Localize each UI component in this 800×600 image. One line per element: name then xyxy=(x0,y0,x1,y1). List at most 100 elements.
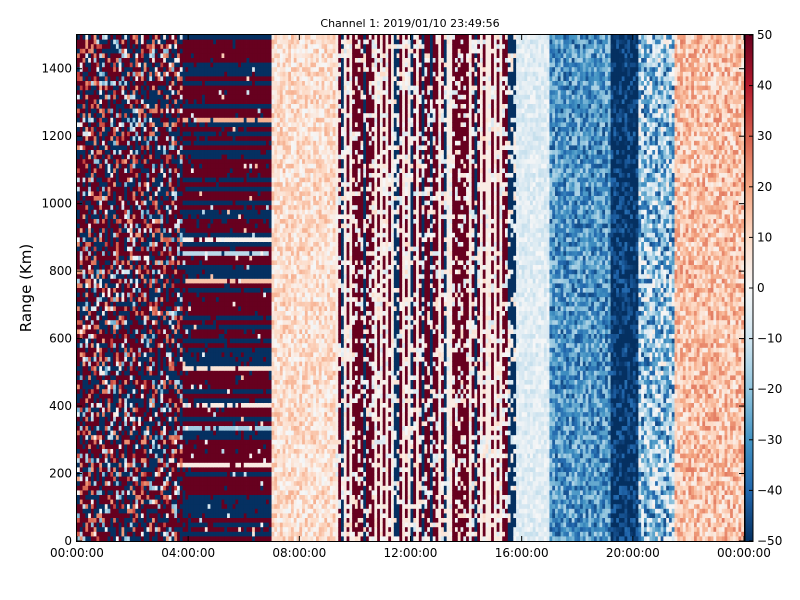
heatmap-cell xyxy=(105,380,108,385)
heatmap-cell xyxy=(138,196,141,201)
heatmap-cell xyxy=(183,274,186,279)
heatmap-cell xyxy=(152,417,155,422)
heatmap-cell xyxy=(185,168,188,173)
heatmap-cell xyxy=(155,127,158,132)
heatmap-cell xyxy=(121,95,124,100)
heatmap-cell xyxy=(158,233,161,238)
heatmap-cell xyxy=(138,159,141,164)
heatmap-cell xyxy=(163,95,166,100)
heatmap-cell xyxy=(108,127,111,132)
heatmap-cell xyxy=(155,320,158,325)
heatmap-cell xyxy=(77,242,80,247)
heatmap-cell xyxy=(121,302,124,307)
heatmap-cell xyxy=(188,63,191,68)
heatmap-cell xyxy=(188,389,191,394)
heatmap-cell xyxy=(188,81,191,86)
heatmap-cell xyxy=(124,256,127,261)
heatmap-cell xyxy=(141,306,144,311)
heatmap-cell xyxy=(83,380,86,385)
heatmap-cell xyxy=(124,145,127,150)
heatmap-cell xyxy=(108,224,111,229)
heatmap-cell xyxy=(174,164,177,169)
heatmap-cell xyxy=(124,403,127,408)
heatmap-cell xyxy=(135,306,138,311)
heatmap-cell xyxy=(133,334,136,339)
heatmap-cell xyxy=(141,329,144,334)
heatmap-cell xyxy=(99,104,102,109)
heatmap-cell xyxy=(163,449,166,454)
heatmap-cell xyxy=(88,205,91,210)
heatmap-cell xyxy=(160,67,163,72)
heatmap-cell xyxy=(174,210,177,215)
heatmap-cell xyxy=(113,205,116,210)
heatmap-cell xyxy=(124,311,127,316)
heatmap-cell xyxy=(121,320,124,325)
heatmap-cell xyxy=(171,509,174,514)
heatmap-cell xyxy=(166,242,169,247)
heatmap-cell xyxy=(152,334,155,339)
heatmap-cell xyxy=(127,293,130,298)
heatmap-cell xyxy=(191,509,194,514)
heatmap-cell xyxy=(108,247,111,252)
heatmap-cell xyxy=(119,35,122,40)
heatmap-cell xyxy=(121,463,124,468)
heatmap-cell xyxy=(119,398,122,403)
heatmap-cell xyxy=(85,440,88,445)
heatmap-cell xyxy=(169,509,172,514)
heatmap-cell xyxy=(119,127,122,132)
heatmap-cell xyxy=(77,81,80,86)
heatmap-cell xyxy=(105,219,108,224)
heatmap-cell xyxy=(119,467,122,472)
heatmap-cell xyxy=(194,417,197,422)
heatmap-cell xyxy=(155,293,158,298)
heatmap-cell xyxy=(133,302,136,307)
heatmap-cell xyxy=(163,247,166,252)
heatmap-cell xyxy=(194,431,197,436)
heatmap-cell xyxy=(96,490,99,495)
heatmap-cell xyxy=(180,127,183,132)
heatmap-cell xyxy=(83,260,86,265)
heatmap-cell xyxy=(141,398,144,403)
heatmap-cell xyxy=(160,389,163,394)
heatmap-cell xyxy=(158,127,161,132)
heatmap-cell xyxy=(94,431,97,436)
heatmap-cell xyxy=(194,191,197,196)
heatmap-cell xyxy=(127,398,130,403)
heatmap-cell xyxy=(127,242,130,247)
heatmap-cell xyxy=(197,104,200,109)
heatmap-cell xyxy=(183,504,186,509)
heatmap-cell xyxy=(108,122,111,127)
heatmap-cell xyxy=(174,352,177,357)
heatmap-cell xyxy=(124,113,127,118)
heatmap-cell xyxy=(113,233,116,238)
heatmap-cell xyxy=(108,182,111,187)
heatmap-cell xyxy=(180,164,183,169)
heatmap-cell xyxy=(174,486,177,491)
heatmap-cell xyxy=(77,504,80,509)
heatmap-cell xyxy=(191,168,194,173)
heatmap-cell xyxy=(163,454,166,459)
heatmap-cell xyxy=(152,159,155,164)
heatmap-cell xyxy=(133,141,136,146)
heatmap-cell xyxy=(152,99,155,104)
heatmap-cell xyxy=(141,403,144,408)
heatmap-cell xyxy=(155,90,158,95)
heatmap-cell xyxy=(119,339,122,344)
heatmap-cell xyxy=(96,297,99,302)
heatmap-cell xyxy=(163,352,166,357)
heatmap-cell xyxy=(197,279,200,284)
heatmap-cell xyxy=(155,118,158,123)
heatmap-cell xyxy=(91,113,94,118)
heatmap-cell xyxy=(155,210,158,215)
heatmap-cell xyxy=(91,481,94,486)
heatmap-cell xyxy=(135,431,138,436)
heatmap-cell xyxy=(96,113,99,118)
heatmap-cell xyxy=(124,362,127,367)
heatmap-cell xyxy=(119,523,122,528)
heatmap-cell xyxy=(80,164,83,169)
heatmap-cell xyxy=(152,481,155,486)
heatmap-cell xyxy=(155,477,158,482)
heatmap-cell xyxy=(158,523,161,528)
heatmap-cell xyxy=(127,417,130,422)
heatmap-cell xyxy=(160,536,163,541)
